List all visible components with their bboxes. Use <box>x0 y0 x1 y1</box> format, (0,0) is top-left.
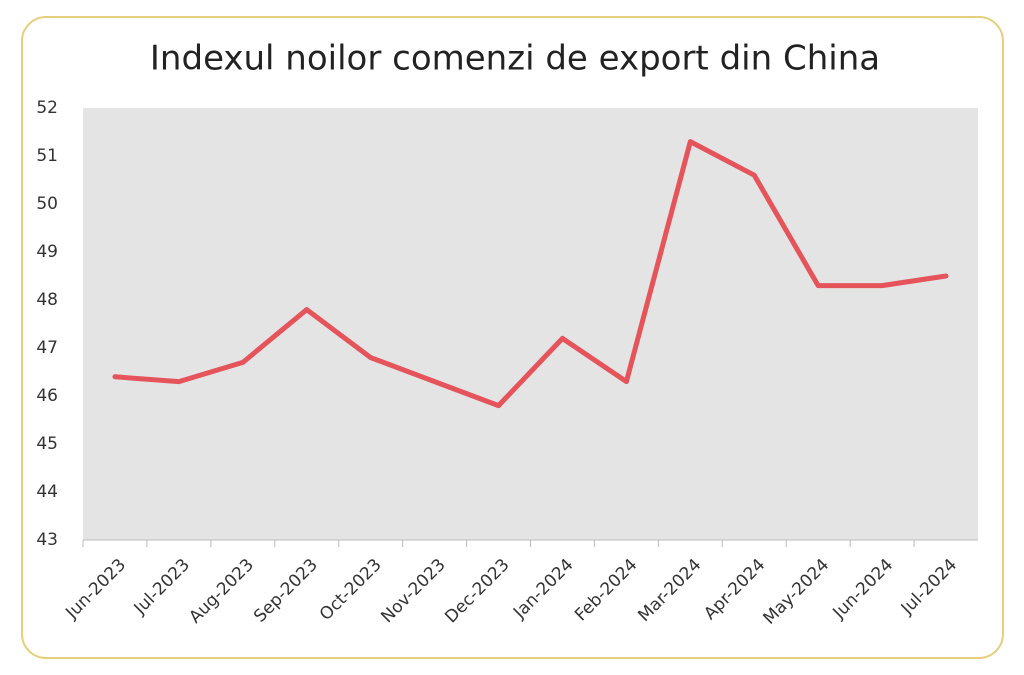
y-tick-label: 49 <box>36 242 58 262</box>
y-tick-label: 51 <box>36 146 58 166</box>
y-tick-label: 48 <box>36 290 58 310</box>
y-tick-label: 52 <box>36 98 58 118</box>
y-tick-label: 50 <box>36 194 58 214</box>
y-tick-label: 43 <box>36 530 58 550</box>
data-line <box>112 139 949 409</box>
plot-area <box>83 108 978 540</box>
y-tick-label: 44 <box>36 482 58 502</box>
y-tick-label: 46 <box>36 386 58 406</box>
y-tick-label: 47 <box>36 338 58 358</box>
y-tick-label: 45 <box>36 434 58 454</box>
chart-title: Indexul noilor comenzi de export din Chi… <box>150 39 880 79</box>
